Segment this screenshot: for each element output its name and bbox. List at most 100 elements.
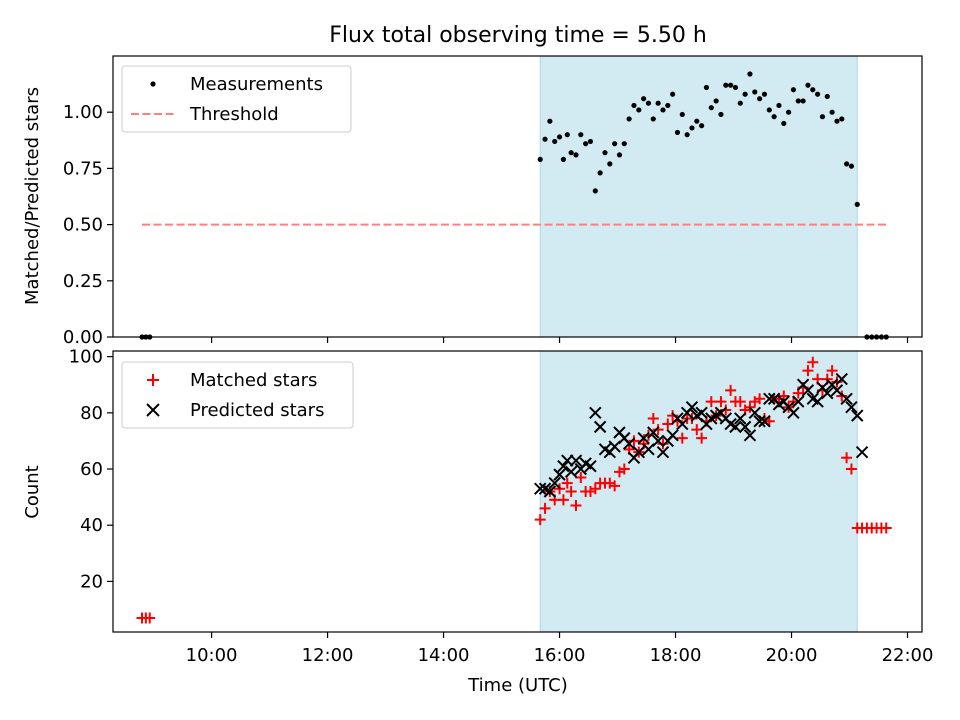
matched-star-point <box>565 486 577 497</box>
predicted-star-point <box>801 384 815 397</box>
measurement-point <box>747 71 753 77</box>
measurement-point <box>829 109 835 115</box>
measurement-point <box>542 136 548 142</box>
measurement-point <box>824 93 830 100</box>
legend-measurements-label: Measurements <box>190 74 323 95</box>
measurement-point <box>641 96 647 102</box>
top-frame <box>112 55 923 338</box>
bottom-plot-axes: 20 40 60 80 100 10:00 12:00 14:00 16:00 18:00 20:0… <box>69 347 934 666</box>
measurement-point <box>645 100 652 106</box>
measurement-point <box>757 96 763 102</box>
matched-star-point <box>754 393 766 405</box>
bottom-legend: Matched stars Predicted stars <box>121 361 354 429</box>
predicted-star-point <box>851 409 864 422</box>
predicted-star-point <box>543 485 557 498</box>
bottom-y-axis-label: Count <box>22 465 43 518</box>
measurement-point <box>626 116 632 122</box>
measurement-point <box>819 114 826 120</box>
x-tick-label: 16:00 <box>534 645 586 666</box>
predicted-star-point <box>787 406 800 420</box>
measurement-point <box>674 129 681 136</box>
matched-star-point <box>880 522 892 534</box>
predicted-star-point <box>534 482 547 495</box>
bottom-y-tick-label: 40 <box>80 515 103 536</box>
measurement-point <box>708 105 714 111</box>
measurement-point <box>713 98 719 104</box>
bottom-y-tick-label: 20 <box>80 571 103 592</box>
predicted-star-point <box>734 412 747 425</box>
predicted-star-point <box>676 417 689 431</box>
matched-star-point <box>845 463 857 475</box>
legend-matched-marker <box>147 374 159 386</box>
predicted-star-point <box>840 392 853 405</box>
matched-star-point <box>807 356 819 368</box>
matched-star-point <box>802 365 814 377</box>
measurement-point <box>694 118 700 124</box>
measurement-point <box>723 82 729 88</box>
measurement-point <box>660 107 666 113</box>
matched-star-point <box>657 438 669 450</box>
measurement-point <box>781 120 787 127</box>
measurement-point <box>703 84 710 91</box>
measurement-point <box>679 111 685 118</box>
bottom-legend-box <box>121 361 354 429</box>
chart-title: Flux total observing time = 5.50 h <box>329 23 707 48</box>
matched-star-point <box>647 412 659 424</box>
measurement-point <box>689 125 695 131</box>
predicted-star-point <box>584 460 597 473</box>
predicted-star-point <box>695 406 708 420</box>
predicted-star-point <box>564 465 578 479</box>
predicted-star-point <box>845 400 858 414</box>
x-tick-label: 14:00 <box>418 645 470 666</box>
matched-star-point <box>609 480 621 492</box>
measurement-point <box>564 132 570 138</box>
matched-star-point <box>696 432 708 444</box>
measurement-point <box>636 107 642 113</box>
matched-star-point <box>841 452 853 464</box>
predicted-star-point <box>569 454 583 467</box>
legend-threshold-label: Threshold <box>189 104 279 125</box>
top-legend: Measurements Threshold <box>121 65 352 133</box>
predicted-star-point <box>753 415 766 428</box>
matched-star-point <box>831 376 843 388</box>
x-tick-label: 22:00 <box>882 645 934 666</box>
measurement-point <box>602 150 608 156</box>
matched-star-point <box>667 410 679 422</box>
top-plot-axes: 0.00 0.25 0.50 0.75 1.00 <box>63 55 923 348</box>
predicted-star-point <box>647 426 660 439</box>
bottom-y-tick-label: 60 <box>80 459 103 480</box>
measurement-point <box>556 134 563 140</box>
bottom-y-tick-label: 80 <box>80 403 103 424</box>
matched-star-point <box>734 396 746 408</box>
predicted-star-point <box>637 431 650 445</box>
predicted-star-point <box>855 445 869 459</box>
measurement-point <box>621 141 627 147</box>
matched-star-point <box>826 365 838 377</box>
predicted-star-point <box>651 434 665 448</box>
predicted-star-point <box>835 372 848 386</box>
top-y-tick-label: 0.50 <box>63 215 103 236</box>
measurement-point <box>607 161 613 167</box>
legend-predicted-label: Predicted stars <box>190 400 324 421</box>
measurement-point <box>805 82 811 88</box>
measurement-point <box>684 132 690 138</box>
x-axis-label: Time (UTC) <box>467 675 568 696</box>
measurement-point <box>766 107 772 113</box>
matched-star-point <box>720 404 732 416</box>
matched-star-point <box>642 429 654 441</box>
measurement-point <box>848 163 855 169</box>
predicted-star-point <box>738 420 752 434</box>
measurement-point <box>854 201 860 207</box>
matched-star-point <box>589 483 601 495</box>
x-tick-label: 18:00 <box>650 645 702 666</box>
measurement-point <box>800 98 806 104</box>
matched-star-point <box>570 500 582 512</box>
measurement-point <box>547 118 553 124</box>
measurement-point <box>761 91 768 97</box>
measurement-point <box>742 91 748 97</box>
predicted-star-point <box>792 395 805 408</box>
legend-matched-label: Matched stars <box>190 370 317 391</box>
matched-star-point <box>662 418 674 430</box>
top-y-tick-label: 0.25 <box>63 271 103 292</box>
